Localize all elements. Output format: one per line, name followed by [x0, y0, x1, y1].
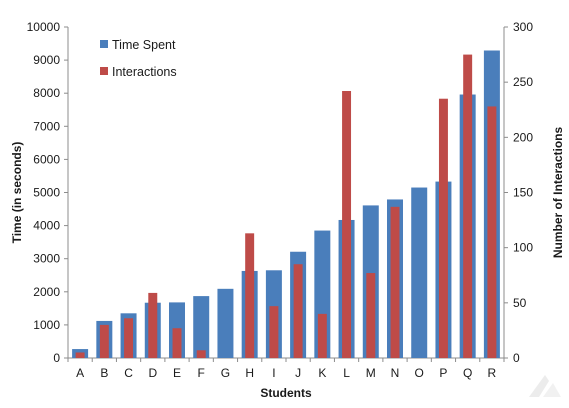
y2-tick-label: 50	[513, 296, 527, 310]
x-tick-label-j: J	[295, 366, 301, 380]
bar-interactions-b	[99, 324, 109, 358]
y-tick-label: 1000	[33, 318, 60, 332]
x-tick-label-h: H	[245, 366, 254, 380]
bar-time-spent-f	[193, 296, 210, 358]
x-tick-label-o: O	[415, 366, 424, 380]
y-tick-label: 0	[53, 351, 60, 365]
bar-interactions-m	[366, 273, 376, 358]
legend-label-time-spent: Time Spent	[112, 38, 176, 52]
legend: Time Spent Interactions	[100, 38, 177, 79]
x-tick-label-b: B	[100, 366, 108, 380]
y-tick-label: 9000	[33, 53, 60, 67]
y-tick-label: 5000	[33, 186, 60, 200]
y2-tick-label: 0	[513, 351, 520, 365]
legend-label-interactions: Interactions	[112, 65, 177, 79]
x-tick-label-i: I	[272, 366, 275, 380]
bar-interactions-l	[342, 90, 352, 358]
y-tick-label: 7000	[33, 119, 60, 133]
y2-tick-label: 200	[513, 130, 533, 144]
legend-swatch-time-spent	[100, 40, 108, 48]
bar-interactions-k	[317, 313, 327, 358]
y-tick-label: 4000	[33, 219, 60, 233]
bar-interactions-e	[172, 328, 182, 358]
x-tick-label-m: M	[366, 366, 376, 380]
bar-interactions-a	[75, 352, 85, 358]
x-tick-label-k: K	[318, 366, 326, 380]
bar-interactions-q	[463, 54, 473, 358]
y2-tick-label: 100	[513, 241, 533, 255]
x-tick-label-p: P	[439, 366, 447, 380]
bar-interactions-i	[269, 306, 279, 358]
y-tick-label: 10000	[27, 20, 61, 34]
y2-tick-label: 250	[513, 75, 533, 89]
x-tick-label-r: R	[488, 366, 497, 380]
bar-interactions-p	[438, 98, 448, 358]
x-tick-label-d: D	[148, 366, 157, 380]
watermark-icon	[529, 375, 561, 397]
x-tick-label-q: Q	[463, 366, 472, 380]
x-tick-label-n: N	[391, 366, 400, 380]
x-tick-label-l: L	[343, 366, 350, 380]
bar-time-spent-g	[217, 288, 234, 358]
x-tick-label-a: A	[76, 366, 84, 380]
y-tick-label: 8000	[33, 86, 60, 100]
bar-interactions-d	[148, 292, 158, 358]
bar-interactions-r	[487, 106, 497, 358]
legend-swatch-interactions	[100, 67, 108, 75]
y-axis-title: Time (in seconds)	[10, 142, 24, 244]
y2-tick-label: 150	[513, 186, 533, 200]
y-tick-label: 6000	[33, 152, 60, 166]
y2-tick-label: 300	[513, 20, 533, 34]
x-tick-label-e: E	[173, 366, 181, 380]
y2-axis-title: Number of Interactions	[551, 127, 565, 259]
x-tick-label-f: F	[198, 366, 205, 380]
y-tick-label: 2000	[33, 285, 60, 299]
bar-time-spent-o	[411, 187, 428, 358]
bar-interactions-n	[390, 206, 400, 358]
bar-interactions-c	[124, 318, 134, 358]
bar-interactions-j	[293, 264, 303, 358]
x-tick-label-c: C	[124, 366, 133, 380]
bar-interactions-f	[196, 350, 206, 358]
plot-area: 0100020003000400050006000700080009000100…	[27, 20, 534, 380]
x-tick-label-g: G	[221, 366, 230, 380]
y-tick-label: 3000	[33, 252, 60, 266]
x-axis-title: Students	[260, 386, 312, 400]
bar-interactions-h	[245, 233, 255, 358]
